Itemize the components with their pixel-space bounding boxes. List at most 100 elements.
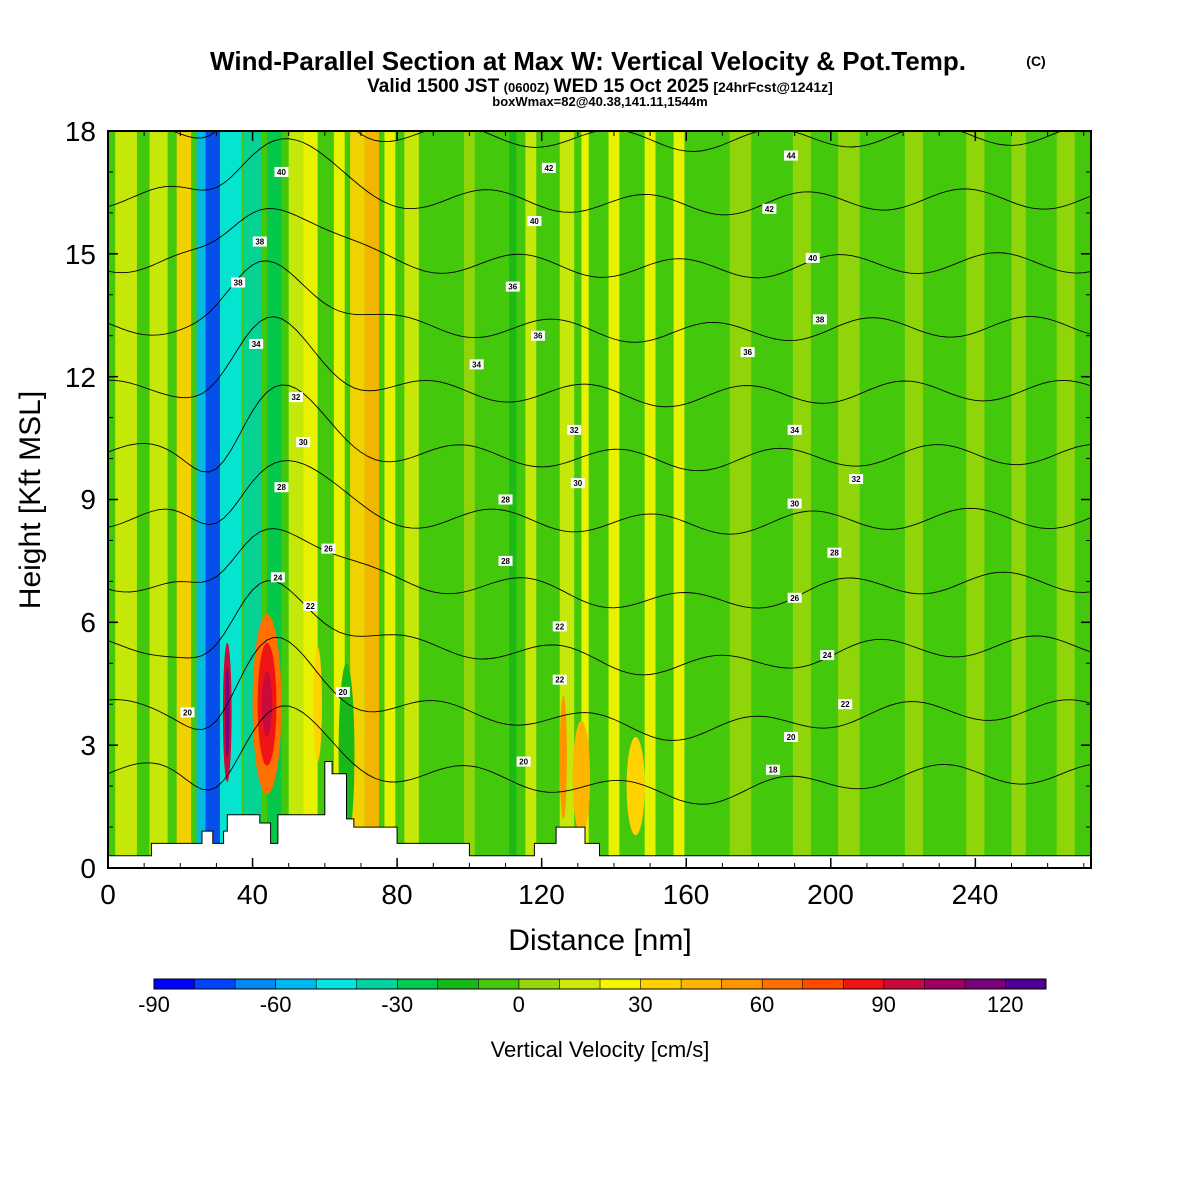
x-tick-label: 120 <box>518 879 565 910</box>
w-column <box>364 131 380 868</box>
isentrope-label-bg <box>270 572 285 583</box>
isentrope-label-bg <box>321 543 336 554</box>
isentrope-label: 22 <box>555 676 564 685</box>
isentrope-label: 20 <box>183 708 192 717</box>
isentrope-label-bg <box>288 392 303 403</box>
isentrope-label-bg <box>252 236 267 247</box>
w-column <box>404 131 419 868</box>
w-column <box>966 131 985 868</box>
isentrope-label: 28 <box>277 483 286 492</box>
isentrope-lines <box>108 131 1091 805</box>
isentrope-label-bg <box>498 494 513 505</box>
y-axis-label: Height [Kft MSL] <box>14 391 47 609</box>
valid-time-line: Valid 1500 JST (0600Z) WED 15 Oct 2025 [… <box>367 76 833 97</box>
w-column <box>303 131 318 868</box>
w-column <box>1056 131 1075 868</box>
colorbar-label: Vertical Velocity [cm/s] <box>491 1037 710 1062</box>
x-tick-label: 80 <box>381 879 412 910</box>
isentrope-label: 28 <box>501 557 510 566</box>
isentrope-label-bg <box>303 600 318 611</box>
w-column <box>838 131 860 868</box>
colorbar-swatch <box>235 979 277 989</box>
isentrope-label-bg <box>274 482 289 493</box>
w-cell <box>572 720 591 836</box>
w-column <box>904 131 923 868</box>
colorbar-swatch <box>275 979 317 989</box>
valid-prefix: Valid 1500 JST <box>367 76 499 97</box>
isentrope-label-bg <box>531 330 546 341</box>
y-tick-label: 18 <box>65 116 96 147</box>
colorbar-swatch <box>518 979 560 989</box>
isentrope-label: 30 <box>573 479 582 488</box>
isentrope-label: 24 <box>273 573 282 582</box>
w-cell <box>626 736 645 836</box>
isentrope-label-bg <box>552 674 567 685</box>
w-cell <box>261 671 273 737</box>
w-column <box>149 131 168 868</box>
w-column <box>729 131 752 868</box>
isentrope-label-bg <box>541 162 556 173</box>
w-column <box>1011 131 1026 868</box>
isentrope-labels: 20 20 20 22 22 22 24 26 28 28 30 28 30 32 32 34 34 38 38 36… <box>180 150 864 775</box>
colorbar-swatch <box>316 979 358 989</box>
isentrope-line <box>108 138 1091 216</box>
isentrope-label: 36 <box>508 283 517 292</box>
isentrope-label: 20 <box>519 758 528 767</box>
isentrope-label: 34 <box>252 340 261 349</box>
w-column <box>176 131 192 868</box>
colorbar-swatch <box>721 979 763 989</box>
w-cell <box>225 667 230 758</box>
colorbar-swatch <box>154 979 196 989</box>
isentrope-label-bg <box>498 555 513 566</box>
isentrope-line <box>108 460 1091 535</box>
valid-zulu: (0600Z) <box>504 80 550 95</box>
minor-ticks <box>107 130 1091 869</box>
colorbar-swatch <box>397 979 439 989</box>
isentrope-label-bg <box>469 359 484 370</box>
isentrope-label-bg <box>827 547 842 558</box>
isentrope-label: 40 <box>530 217 539 226</box>
w-column <box>115 131 137 868</box>
isentrope-label: 28 <box>501 496 510 505</box>
w-column <box>673 131 685 868</box>
isentrope-label-bg <box>838 699 853 710</box>
isentrope-label: 22 <box>306 602 315 611</box>
w-columns <box>115 131 1075 868</box>
isentrope-label-bg <box>787 498 802 509</box>
isentrope-label: 34 <box>790 426 799 435</box>
isentrope-line <box>108 208 1091 279</box>
x-tick-label: 0 <box>100 879 116 910</box>
w-column <box>205 131 221 868</box>
colorbar-swatch <box>843 979 885 989</box>
isentrope-label-bg <box>567 424 582 435</box>
isentrope-label: 30 <box>790 500 799 509</box>
colorbar-tick-label: 30 <box>628 992 652 1017</box>
colorbar-swatch <box>559 979 601 989</box>
w-column <box>384 131 396 868</box>
isentrope-label: 24 <box>823 651 832 660</box>
isentrope-label: 32 <box>570 426 579 435</box>
isentrope-label: 36 <box>534 332 543 341</box>
isentrope-label: 40 <box>808 254 817 263</box>
isentrope-label: 22 <box>841 700 850 709</box>
colorbar-swatch <box>964 979 1006 989</box>
x-axis-label: Distance [nm] <box>508 924 691 957</box>
isentrope-label: 20 <box>338 688 347 697</box>
w-column <box>525 131 537 868</box>
colorbar <box>153 978 1047 990</box>
colorbar-tick-label: 60 <box>750 992 774 1017</box>
isentrope-label: 44 <box>787 152 796 161</box>
colorbar-swatch <box>802 979 844 989</box>
y-tick-label: 9 <box>80 484 96 515</box>
y-tick-label: 0 <box>80 853 96 884</box>
colorbar-tick-label: -30 <box>381 992 413 1017</box>
colorbar-swatch <box>478 979 520 989</box>
isentrope-label-bg <box>787 592 802 603</box>
isentrope-label: 38 <box>234 278 243 287</box>
w-column <box>196 131 208 868</box>
isentrope-label: 32 <box>291 393 300 402</box>
isentrope-label-bg <box>784 731 799 742</box>
w-column <box>581 131 589 868</box>
y-tick-label: 6 <box>80 607 96 638</box>
isentrope-label-bg <box>274 166 289 177</box>
